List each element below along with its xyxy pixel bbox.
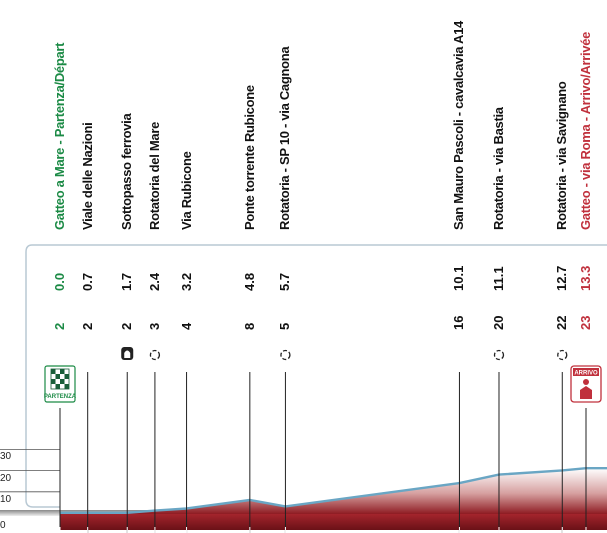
y-tick-label: 0: [0, 520, 6, 531]
finish-icon: ARRIVO: [570, 365, 602, 403]
roundabout-icon: [557, 349, 568, 361]
waypoint-altitude: 2: [119, 322, 135, 330]
waypoint-km: 12.7: [554, 265, 570, 291]
waypoint-name: Rotatoria - SP 10 - via Cagnona: [277, 46, 293, 230]
waypoint-km: 11.1: [490, 266, 506, 291]
y-tick-label: 10: [0, 493, 12, 505]
waypoint-km: 0.0: [52, 272, 67, 291]
y-tick-label: 20: [0, 472, 12, 484]
waypoint-name: Rotatoria - via Bastia: [490, 107, 506, 230]
waypoint-altitude: 5: [277, 322, 293, 330]
waypoint-name: Via Rubicone: [178, 151, 194, 230]
elevation-area: [60, 468, 607, 514]
waypoint-altitude: 3: [146, 322, 162, 330]
waypoint-altitude: 8: [241, 322, 257, 330]
elevation-line: [60, 467, 607, 514]
waypoint-km: 3.2: [178, 272, 194, 291]
waypoint-altitude: 22: [554, 315, 570, 330]
start-badge-text: PARTENZA: [44, 394, 77, 400]
waypoint-altitude: 16: [451, 315, 467, 330]
waypoint-km: 13.3: [578, 265, 593, 291]
waypoint-name: Sottopasso ferrovia: [119, 113, 135, 230]
roundabout-icon: [280, 349, 291, 361]
waypoint-altitude: 2: [79, 322, 95, 330]
roundabout-icon: [149, 349, 161, 361]
waypoint-km: 0.7: [79, 272, 95, 291]
waypoint-altitude: 2: [52, 322, 67, 330]
waypoint-name: Rotatoria - via Savignano: [554, 81, 570, 230]
finish-badge-text: ARRIVO: [574, 371, 598, 377]
waypoint-km: 4.8: [241, 272, 257, 291]
waypoint-name: Gatteo a Mare - Partenza/Départ: [52, 42, 67, 230]
waypoint-altitude: 20: [490, 315, 506, 330]
roundabout-icon: [493, 349, 505, 361]
waypoint-km: 1.7: [119, 272, 135, 291]
waypoint-name: Rotatoria del Mare: [146, 121, 162, 230]
waypoint-name: Viale delle Nazioni: [79, 122, 95, 231]
waypoint-altitude: 23: [578, 315, 593, 330]
waypoint-name: San Mauro Pascoli - cavalcavia A14: [451, 21, 467, 230]
panel-frame: [25, 244, 607, 508]
waypoint-km: 2.4: [146, 272, 162, 291]
waypoint-name: Gatteo - via Roma - Arrivo/Arrivée: [578, 31, 593, 230]
waypoint-name: Ponte torrente Rubicone: [241, 85, 257, 230]
waypoint-km: 10.1: [451, 265, 467, 291]
start-flag-icon: PARTENZA: [44, 365, 77, 403]
underpass-icon: [121, 347, 134, 360]
y-tick-label: 30: [0, 451, 12, 463]
waypoint-km: 5.7: [277, 272, 293, 291]
base-bar: [60, 513, 607, 530]
waypoint-altitude: 4: [178, 322, 194, 330]
